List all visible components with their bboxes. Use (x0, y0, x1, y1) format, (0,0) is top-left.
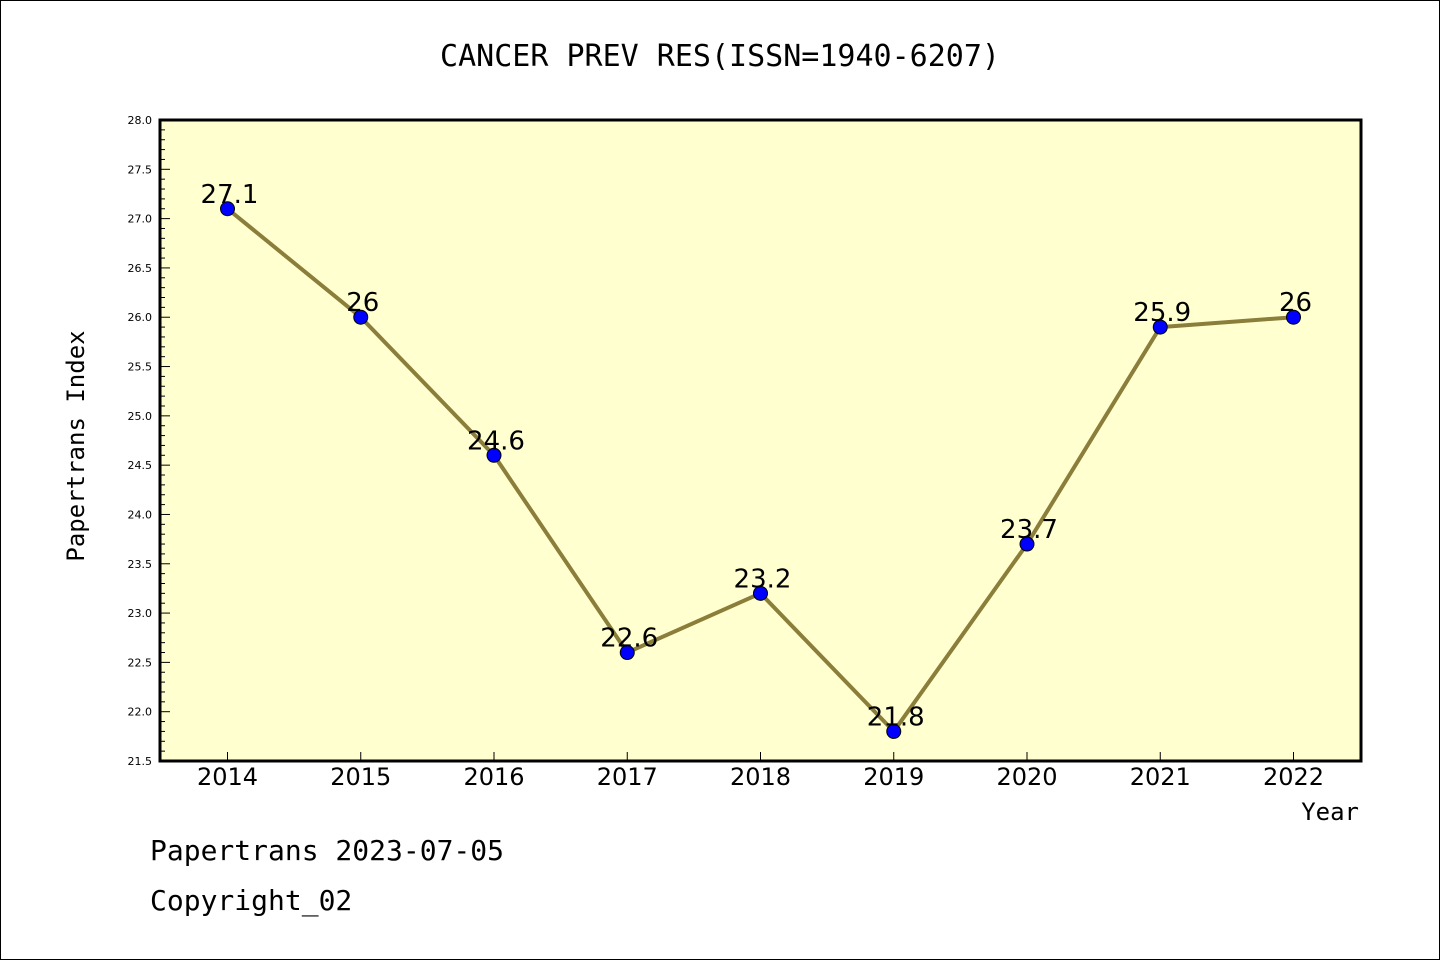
x-axis: 2014 2015 2016 2017 2018 2019 2020 2021 2022 (197, 752, 1324, 791)
x-tick-label: 2015 (330, 763, 391, 791)
data-label: 22.6 (600, 624, 658, 654)
data-point (486, 447, 502, 463)
data-point (220, 201, 235, 217)
footer-copyright: Copyright_02 (150, 884, 353, 917)
x-tick-label: 2017 (597, 763, 658, 791)
y-tick-label: 22.5 (128, 656, 153, 669)
plot-area (158, 118, 1363, 763)
data-label: 25.9 (1133, 298, 1191, 328)
data-point (753, 585, 768, 601)
data-label: 24.6 (467, 426, 525, 456)
y-tick-label: 25.0 (128, 410, 153, 423)
x-tick-label: 2022 (1263, 763, 1324, 791)
data-point (1286, 309, 1301, 325)
y-tick-label: 26.5 (128, 262, 153, 275)
x-tick-label: 2016 (463, 763, 524, 791)
data-label: 23.7 (1000, 515, 1058, 545)
y-tick-label: 27.0 (128, 213, 153, 226)
y-tick-label: 23.0 (128, 607, 153, 620)
x-axis-label: Year (1301, 798, 1359, 826)
data-point (619, 645, 635, 661)
y-axis: 21.5 22.0 22.5 23.0 23.5 24.0 24.5 25.0 25.5 26.0… (128, 114, 170, 768)
data-label: 26 (346, 288, 379, 318)
data-labels: 27.1 26 24.6 22.6 23.2 21.8 23.7 25.9 26 (201, 180, 1312, 733)
y-tick-label: 23.5 (128, 558, 153, 571)
y-tick-label: 22.0 (128, 706, 153, 719)
data-point (1152, 319, 1168, 335)
y-tick-label: 24.5 (128, 459, 153, 472)
data-label: 21.8 (867, 702, 925, 732)
y-tick-label: 27.5 (128, 163, 153, 176)
chart-title: CANCER PREV RES(ISSN=1940-6207) (440, 39, 1000, 74)
data-label: 26 (1279, 288, 1312, 318)
data-point (353, 309, 369, 325)
footer-date: Papertrans 2023-07-05 (150, 834, 505, 867)
x-tick-label: 2019 (863, 763, 924, 791)
y-tick-label: 26.0 (128, 311, 153, 324)
data-label: 27.1 (201, 180, 259, 210)
data-point (1019, 536, 1035, 552)
y-tick-label: 24.0 (128, 508, 153, 521)
y-tick-label: 21.5 (128, 755, 153, 768)
y-axis-label: Papertrans Index (62, 330, 90, 561)
data-label: 23.2 (734, 564, 792, 594)
x-tick-label: 2021 (1130, 763, 1191, 791)
x-tick-label: 2018 (730, 763, 791, 791)
y-tick-label: 28.0 (128, 114, 153, 127)
data-point (886, 723, 902, 739)
y-tick-label: 25.5 (128, 361, 153, 374)
series (220, 201, 1301, 739)
x-tick-label: 2020 (996, 763, 1057, 791)
x-tick-label: 2014 (197, 763, 258, 791)
